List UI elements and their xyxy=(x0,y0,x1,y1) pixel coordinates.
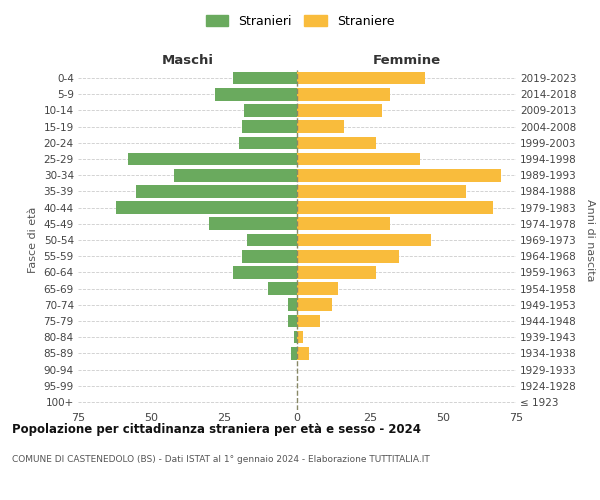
Bar xyxy=(297,202,493,214)
Bar xyxy=(247,234,297,246)
Bar xyxy=(297,250,399,262)
Legend: Stranieri, Straniere: Stranieri, Straniere xyxy=(202,11,398,32)
Bar xyxy=(297,104,382,117)
Bar xyxy=(297,72,425,85)
Text: Femmine: Femmine xyxy=(373,54,440,67)
Text: Maschi: Maschi xyxy=(161,54,214,67)
Bar xyxy=(291,347,297,360)
Bar xyxy=(297,185,466,198)
Bar xyxy=(242,250,297,262)
Bar xyxy=(288,298,297,311)
Bar xyxy=(297,136,376,149)
Bar xyxy=(297,218,391,230)
Y-axis label: Fasce di età: Fasce di età xyxy=(28,207,38,273)
Bar xyxy=(294,331,297,344)
Bar xyxy=(297,88,391,101)
Bar xyxy=(128,152,297,166)
Bar xyxy=(297,331,303,344)
Bar xyxy=(215,88,297,101)
Bar xyxy=(297,282,338,295)
Bar xyxy=(136,185,297,198)
Bar xyxy=(239,136,297,149)
Text: COMUNE DI CASTENEDOLO (BS) - Dati ISTAT al 1° gennaio 2024 - Elaborazione TUTTIT: COMUNE DI CASTENEDOLO (BS) - Dati ISTAT … xyxy=(12,455,430,464)
Bar xyxy=(297,234,431,246)
Bar xyxy=(116,202,297,214)
Bar xyxy=(297,152,419,166)
Text: Popolazione per cittadinanza straniera per età e sesso - 2024: Popolazione per cittadinanza straniera p… xyxy=(12,422,421,436)
Bar xyxy=(297,169,502,181)
Bar xyxy=(175,169,297,181)
Bar xyxy=(297,266,376,278)
Bar xyxy=(244,104,297,117)
Bar xyxy=(233,72,297,85)
Bar xyxy=(297,347,308,360)
Bar xyxy=(268,282,297,295)
Bar xyxy=(233,266,297,278)
Bar xyxy=(297,314,320,328)
Bar xyxy=(297,120,344,133)
Y-axis label: Anni di nascita: Anni di nascita xyxy=(585,198,595,281)
Bar xyxy=(209,218,297,230)
Bar xyxy=(297,298,332,311)
Bar xyxy=(288,314,297,328)
Bar xyxy=(242,120,297,133)
